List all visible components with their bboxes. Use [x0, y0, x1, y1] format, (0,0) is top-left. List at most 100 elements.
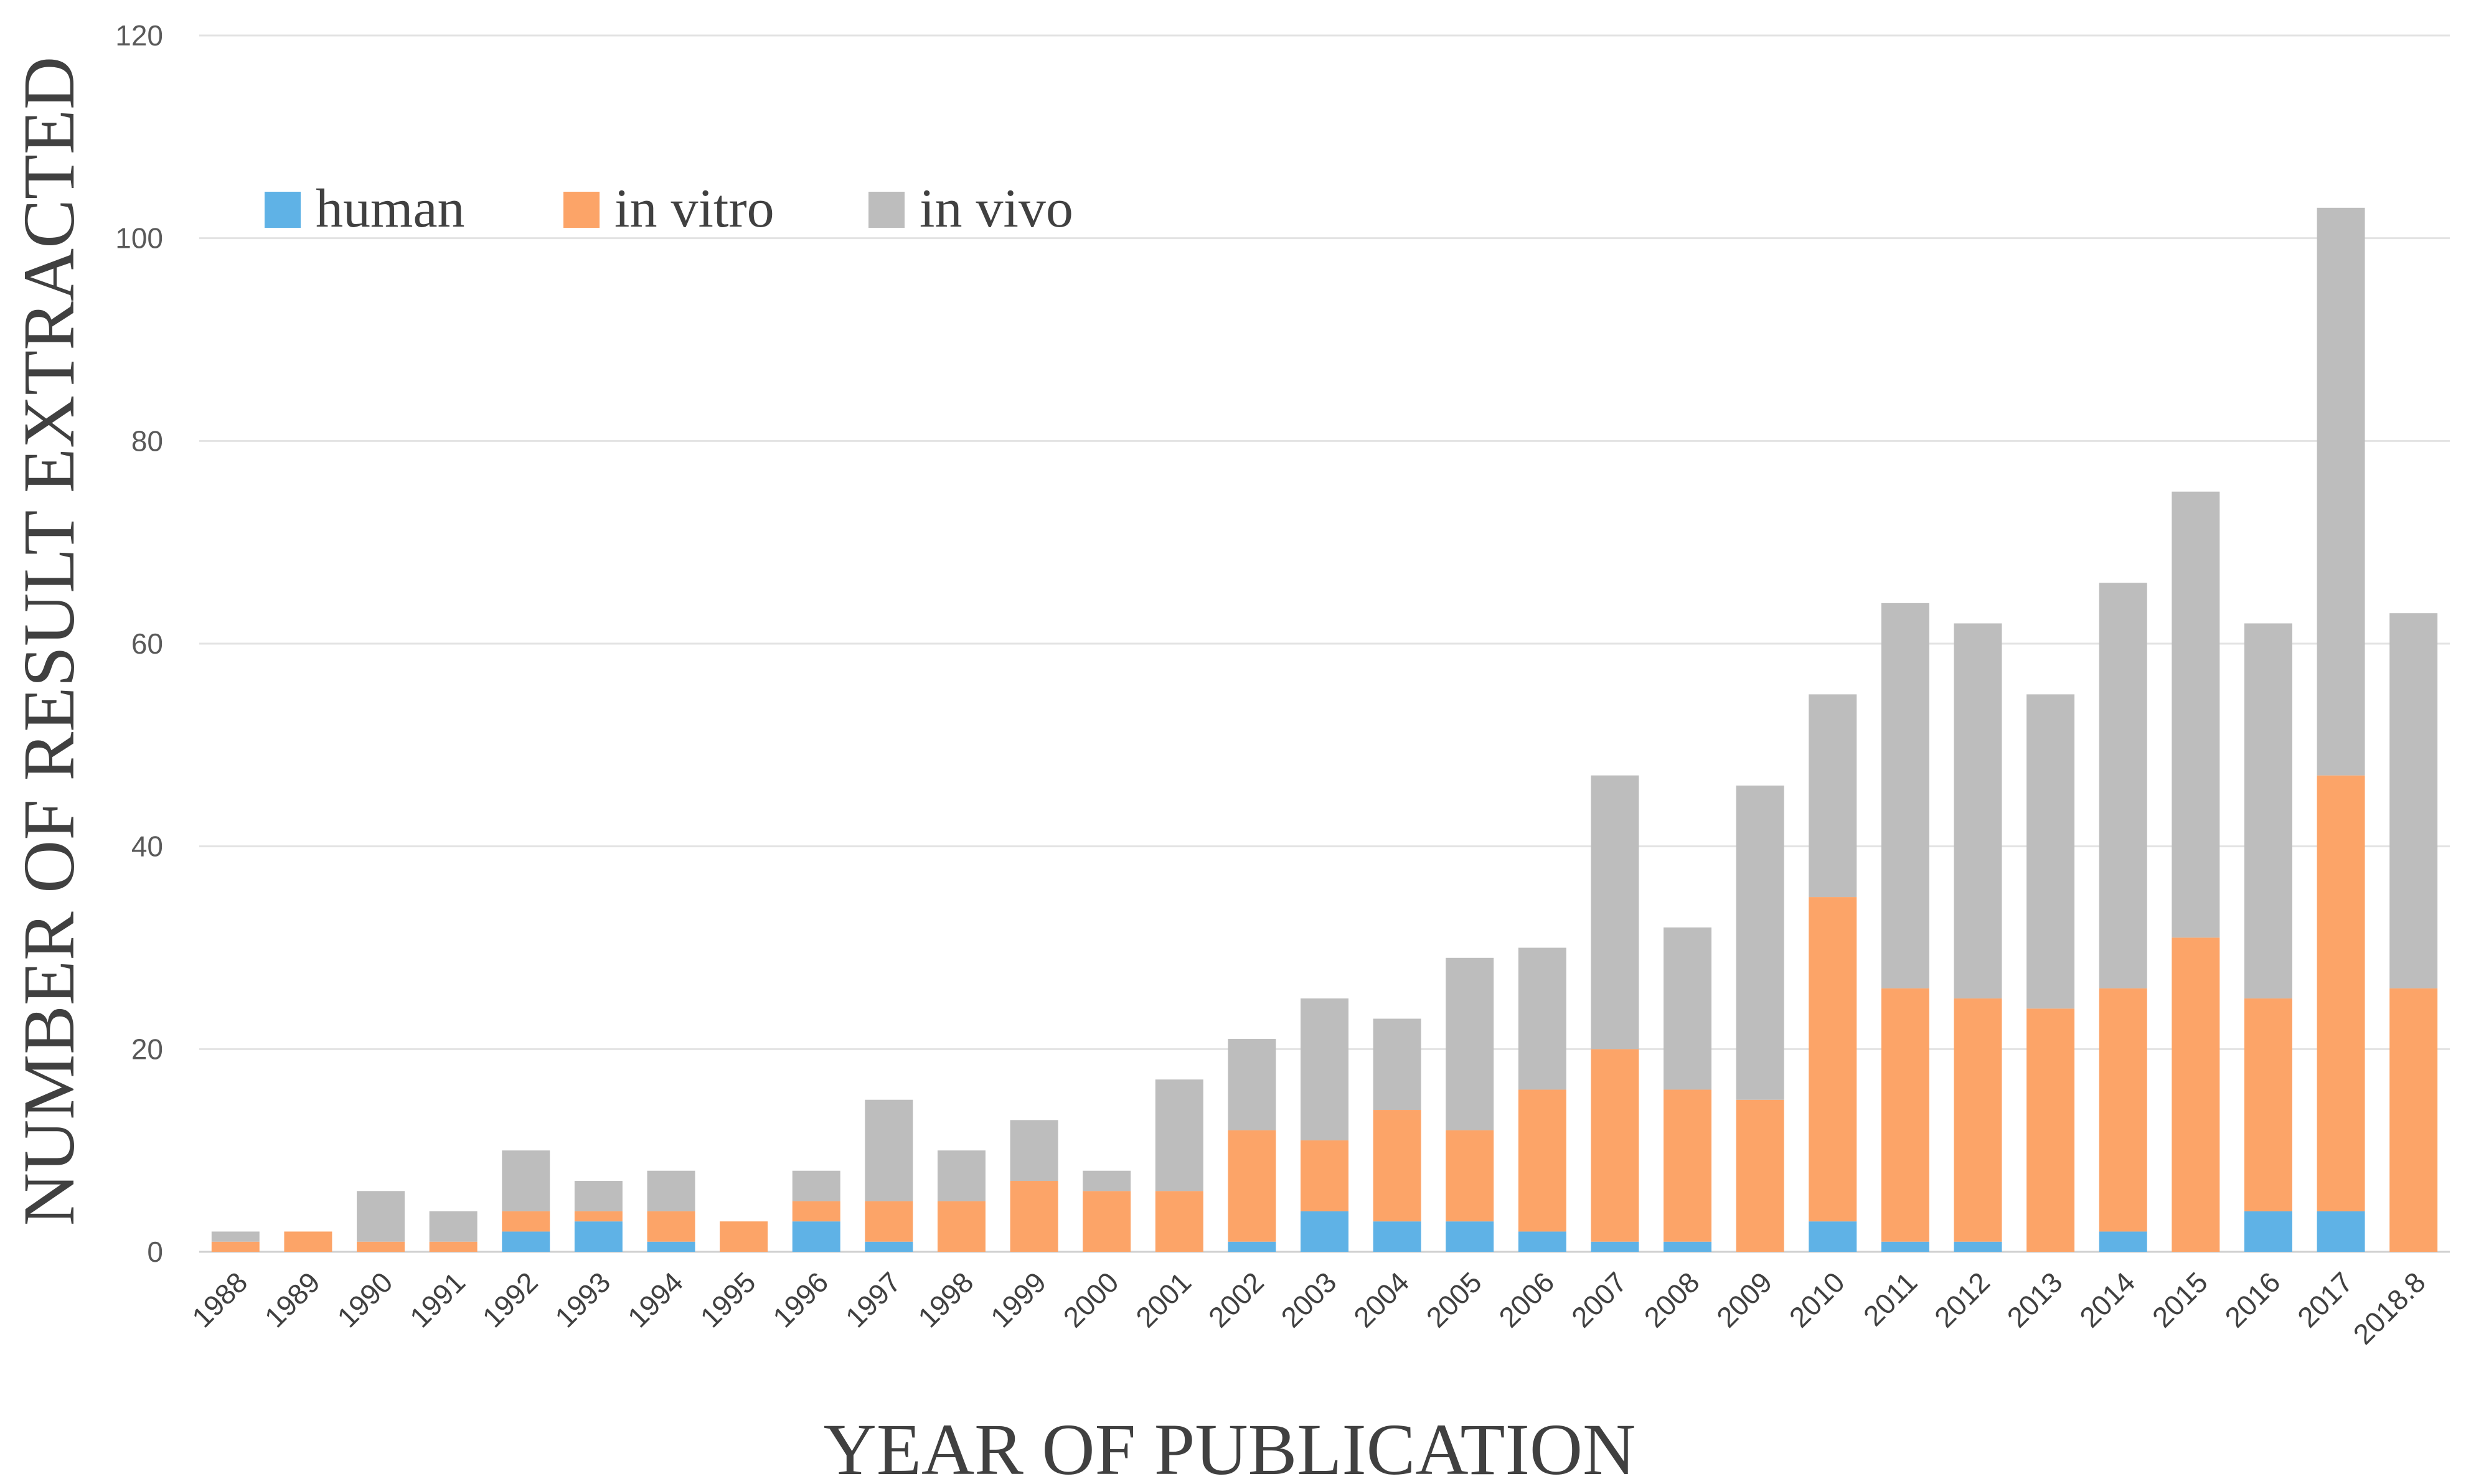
bar-in-vitro-2004	[1373, 1110, 1421, 1222]
x-tick-label: 2012	[1928, 1266, 1996, 1333]
bar-in-vivo-1991	[429, 1211, 478, 1242]
y-tick-label: 80	[131, 425, 163, 457]
bar-in-vivo-2007	[1591, 775, 1639, 1050]
bar-in-vivo-2012	[1954, 623, 2002, 998]
x-tick-label: 1992	[476, 1266, 544, 1333]
x-tick-label: 1998	[911, 1266, 979, 1333]
x-tick-label: 2011	[1857, 1266, 1924, 1332]
bar-in-vivo-2016	[2244, 623, 2292, 998]
bar-human-2003	[1301, 1211, 1348, 1252]
bar-human-1994	[647, 1241, 695, 1252]
x-tick-label: 2001	[1129, 1266, 1197, 1333]
bar-in-vivo-2015	[2172, 491, 2220, 938]
y-tick-label: 40	[131, 830, 163, 863]
bar-in-vivo-1996	[792, 1170, 840, 1201]
bar-human-2005	[1446, 1221, 1494, 1252]
bar-human-2017	[2317, 1211, 2365, 1252]
y-tick-label: 120	[115, 19, 163, 52]
bar-in-vivo-2008	[1664, 927, 1712, 1090]
bar-in-vitro-1997	[865, 1201, 913, 1242]
legend: human in vitro in vivo	[265, 179, 1073, 239]
bar-in-vivo-1988	[211, 1231, 260, 1242]
x-tick-label: 2008	[1637, 1266, 1705, 1333]
x-tick-label: 1997	[839, 1266, 907, 1333]
bar-human-2002	[1228, 1241, 1276, 1252]
bar-in-vitro-2009	[1736, 1099, 1784, 1252]
bar-in-vivo-1992	[502, 1150, 550, 1211]
bar-human-1993	[574, 1221, 623, 1252]
x-tick-label: 2005	[1420, 1266, 1488, 1333]
y-axis-ticks: 0 20 40 60 80 100 120	[115, 19, 163, 1268]
bar-in-vivo-2004	[1373, 1018, 1421, 1111]
bar-in-vitro-2015	[2172, 937, 2220, 1252]
bar-human-2006	[1518, 1231, 1566, 1252]
bar-in-vitro-2007	[1591, 1049, 1639, 1242]
x-tick-label: 2004	[1347, 1266, 1415, 1333]
y-tick-label: 60	[131, 627, 163, 660]
bar-in-vitro-2013	[2026, 1008, 2075, 1252]
bar-in-vitro-2011	[1881, 988, 1929, 1242]
x-tick-label: 1989	[258, 1266, 326, 1333]
bar-in-vivo-2000	[1083, 1170, 1131, 1191]
bar-human-2004	[1373, 1221, 1421, 1252]
bar-in-vivo-2014	[2099, 583, 2147, 989]
x-tick-label: 2003	[1274, 1266, 1342, 1333]
bar-in-vivo-2011	[1881, 603, 1929, 989]
x-tick-label: 1988	[186, 1266, 253, 1333]
x-tick-label: 1995	[694, 1266, 762, 1333]
x-tick-label: 2018.8	[2347, 1266, 2432, 1350]
x-tick-label: 2006	[1492, 1266, 1560, 1333]
bar-in-vitro-2006	[1518, 1089, 1566, 1232]
x-tick-label: 2002	[1202, 1266, 1270, 1333]
bar-in-vitro-1999	[1010, 1181, 1058, 1252]
gridlines	[199, 34, 2450, 1253]
bar-in-vivo-1994	[647, 1170, 695, 1211]
bar-in-vitro-2017	[2317, 775, 2365, 1211]
legend-swatch-in-vivo	[868, 192, 905, 228]
x-tick-label: 1991	[403, 1266, 471, 1333]
bar-in-vivo-2009	[1736, 785, 1784, 1100]
legend-label-in-vitro: in vitro	[614, 179, 774, 239]
bar-human-2008	[1664, 1241, 1712, 1252]
bar-in-vitro-1998	[937, 1201, 986, 1252]
legend-swatch-in-vitro	[563, 192, 600, 228]
x-tick-label: 2007	[1565, 1266, 1633, 1333]
bar-in-vivo-2017	[2317, 207, 2365, 776]
bar-human-2010	[1809, 1221, 1857, 1252]
x-tick-label: 1994	[621, 1266, 689, 1333]
y-tick-label: 0	[147, 1236, 163, 1268]
x-tick-label: 2014	[2073, 1266, 2141, 1333]
bar-in-vitro-1995	[720, 1221, 768, 1252]
bar-in-vivo-2018.8	[2389, 613, 2438, 989]
bar-in-vitro-2016	[2244, 998, 2292, 1211]
bar-in-vitro-2018.8	[2389, 988, 2438, 1252]
bar-in-vitro-1991	[429, 1241, 478, 1252]
legend-label-in-vivo: in vivo	[920, 179, 1073, 239]
bar-in-vivo-1993	[574, 1181, 623, 1211]
bar-in-vitro-2000	[1083, 1191, 1131, 1252]
bar-in-vitro-1992	[502, 1211, 550, 1232]
bar-human-2016	[2244, 1211, 2292, 1252]
y-tick-label: 20	[131, 1033, 163, 1065]
bar-in-vitro-2005	[1446, 1130, 1494, 1222]
x-tick-label: 1990	[331, 1266, 398, 1333]
bar-human-1992	[502, 1231, 550, 1252]
bar-in-vivo-2001	[1155, 1079, 1203, 1191]
bar-in-vivo-2013	[2026, 694, 2075, 1009]
legend-swatch-human	[265, 192, 301, 228]
legend-label-human: human	[316, 179, 465, 239]
x-axis-title: YEAR OF PUBLICATION	[824, 1409, 1636, 1484]
x-tick-label: 2016	[2218, 1266, 2286, 1333]
bar-in-vitro-1994	[647, 1211, 695, 1242]
bar-in-vitro-2014	[2099, 988, 2147, 1232]
bar-human-1997	[865, 1241, 913, 1252]
bar-in-vivo-1999	[1010, 1120, 1058, 1181]
x-tick-label: 2015	[2146, 1266, 2214, 1333]
bars	[211, 207, 2438, 1252]
x-tick-label: 1993	[548, 1266, 616, 1333]
x-tick-label: 2017	[2291, 1266, 2359, 1333]
bar-in-vivo-2006	[1518, 947, 1566, 1090]
bar-in-vitro-2010	[1809, 897, 1857, 1222]
bar-in-vitro-2008	[1664, 1089, 1712, 1242]
